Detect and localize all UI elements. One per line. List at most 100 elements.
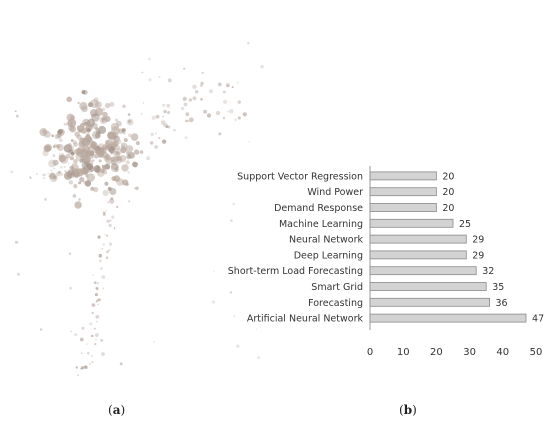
network-node	[57, 129, 63, 135]
network-node	[92, 130, 101, 140]
network-node	[96, 299, 99, 302]
network-node	[74, 201, 82, 209]
network-node	[101, 148, 105, 152]
bar-value-label: 29	[472, 235, 484, 246]
network-node	[78, 181, 82, 185]
network-node	[92, 159, 95, 162]
network-node	[128, 152, 135, 159]
network-node	[105, 145, 110, 150]
network-node	[183, 67, 186, 70]
network-node	[68, 180, 74, 185]
network-node	[107, 201, 110, 204]
network-node	[59, 172, 64, 176]
network-node	[125, 145, 134, 153]
network-node	[107, 186, 112, 191]
network-node	[105, 157, 113, 165]
network-node	[233, 315, 236, 318]
network-node	[115, 166, 118, 169]
network-node	[100, 338, 104, 342]
network-node	[78, 128, 83, 133]
network-node	[236, 81, 239, 84]
network-node	[95, 338, 97, 341]
network-node	[162, 103, 166, 107]
network-node	[79, 337, 84, 342]
network-node	[163, 109, 167, 114]
network-node	[84, 365, 87, 368]
x-tick-label: 0	[367, 347, 373, 358]
network-node	[78, 198, 81, 201]
network-node	[73, 184, 78, 189]
network-node	[123, 138, 128, 142]
network-node	[192, 84, 197, 90]
network-node	[162, 115, 164, 118]
network-node	[70, 166, 75, 171]
bar	[369, 250, 467, 260]
network-node	[58, 170, 61, 174]
network-node	[53, 175, 57, 179]
network-node	[128, 133, 132, 138]
network-node	[68, 149, 74, 155]
network-node	[16, 114, 19, 118]
network-node	[91, 311, 94, 314]
network-node	[223, 99, 228, 104]
network-node	[74, 131, 80, 137]
bar-value-label: 47	[532, 314, 544, 325]
network-node	[247, 42, 250, 45]
network-node	[59, 155, 69, 164]
network-node	[255, 328, 257, 330]
network-node	[200, 98, 203, 101]
network-node	[57, 171, 60, 174]
bar-value-label: 35	[492, 282, 504, 293]
network-node	[81, 366, 85, 370]
network-node	[100, 267, 103, 270]
network-node	[104, 153, 111, 161]
network-node	[153, 340, 156, 343]
network-node	[77, 101, 80, 105]
network-node	[87, 351, 90, 355]
network-node	[101, 275, 106, 279]
network-node	[73, 168, 82, 177]
network-node	[218, 82, 222, 87]
network-node	[97, 298, 101, 302]
network-node	[86, 150, 92, 156]
network-node	[68, 252, 72, 255]
network-node	[230, 219, 233, 222]
network-node	[14, 110, 17, 113]
network-node	[66, 169, 76, 179]
network-node	[141, 71, 144, 74]
network-node	[104, 115, 111, 123]
network-node	[112, 140, 119, 148]
network-node	[167, 125, 171, 129]
network-node	[120, 142, 124, 145]
network-node	[225, 83, 230, 88]
network-node	[60, 165, 63, 169]
network-node	[79, 176, 85, 183]
category-label: Demand Response	[274, 203, 363, 214]
network-node	[58, 171, 62, 174]
network-node	[132, 161, 138, 168]
bar-value-label: 20	[442, 203, 454, 214]
network-node	[63, 165, 66, 168]
network-node	[91, 145, 94, 148]
network-node	[81, 90, 86, 95]
network-node	[98, 159, 102, 163]
network-node	[86, 133, 90, 138]
category-label: Neural Network	[289, 235, 364, 246]
network-node	[54, 175, 57, 178]
x-tick-label: 30	[463, 347, 476, 358]
network-node	[58, 152, 65, 159]
network-node	[121, 128, 126, 133]
network-node	[94, 342, 97, 346]
network-node	[128, 200, 131, 203]
network-node	[79, 102, 88, 111]
network-node	[102, 111, 108, 118]
network-node	[125, 182, 129, 186]
network-node	[155, 114, 160, 119]
network-node	[91, 113, 100, 122]
network-node	[14, 240, 19, 244]
network-node	[166, 103, 171, 108]
x-tick-label: 40	[496, 347, 509, 358]
network-node	[162, 139, 167, 144]
network-node	[257, 356, 261, 359]
network-node	[116, 139, 122, 144]
